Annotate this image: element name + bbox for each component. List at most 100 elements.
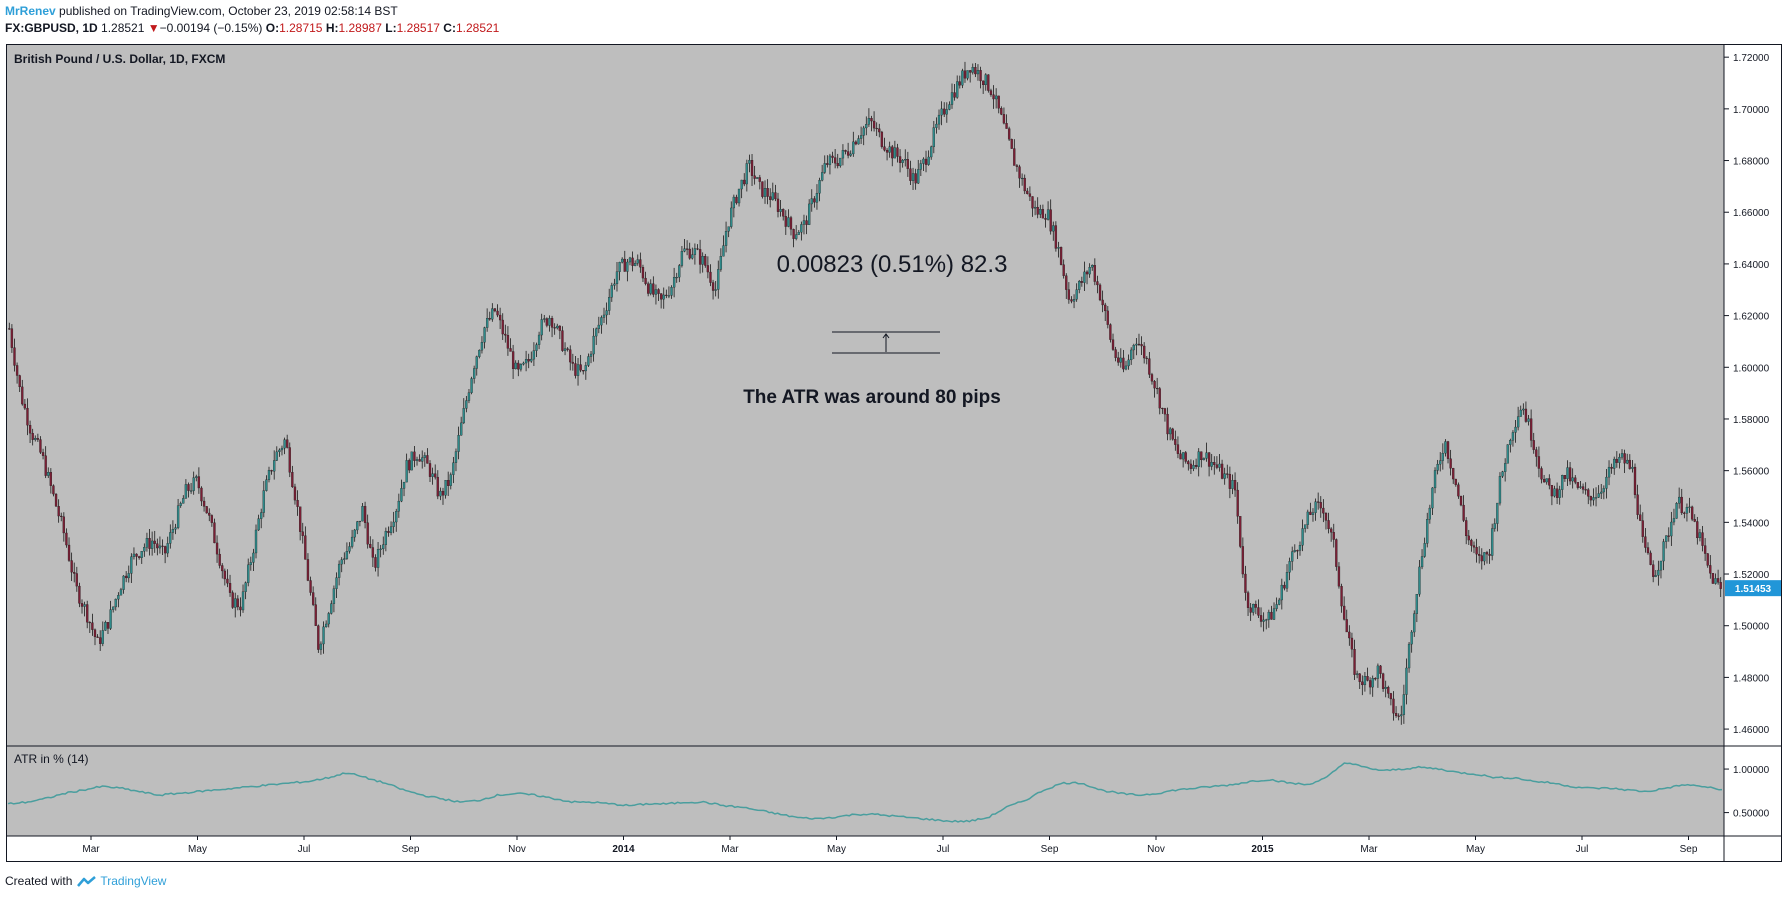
candle — [1504, 458, 1507, 482]
candle — [613, 278, 616, 290]
candle — [1675, 502, 1678, 519]
candle — [130, 553, 133, 584]
price-tick-label: 1.54000 — [1733, 518, 1770, 529]
candle — [1576, 482, 1580, 490]
candle — [127, 565, 130, 583]
candle — [491, 303, 494, 322]
candle — [893, 140, 897, 159]
candle — [426, 448, 429, 464]
candle — [73, 562, 76, 583]
measure-tool[interactable] — [832, 331, 940, 354]
candle — [680, 245, 684, 268]
candle — [1148, 351, 1151, 379]
candle — [766, 179, 769, 205]
candle — [1584, 482, 1587, 495]
candle — [649, 279, 652, 296]
candle — [156, 538, 159, 556]
candle — [841, 144, 845, 166]
candle — [1122, 349, 1125, 373]
candle — [1649, 550, 1652, 566]
candle — [898, 149, 902, 173]
candle — [1602, 485, 1605, 500]
candle — [1555, 482, 1559, 505]
candle — [1262, 612, 1265, 632]
price-tick-label: 1.66000 — [1733, 208, 1770, 219]
candle — [397, 493, 400, 518]
candle — [1013, 139, 1016, 166]
candle — [306, 553, 310, 582]
atr-axis[interactable]: 1.00000 0.50000 — [1724, 765, 1770, 820]
candle — [117, 592, 120, 608]
candle — [1161, 407, 1164, 414]
candle — [239, 597, 242, 617]
candle — [1348, 625, 1351, 646]
candle — [1252, 603, 1255, 616]
candle — [1267, 609, 1270, 628]
candle — [1703, 538, 1707, 561]
candle — [1594, 487, 1598, 507]
candle — [200, 486, 203, 507]
candle — [553, 323, 556, 335]
price-axis[interactable]: 1.72000 1.70000 1.68000 1.66000 1.64000 1.620… — [1724, 53, 1770, 736]
candle — [595, 327, 598, 345]
chart-container[interactable]: British Pound / U.S. Dollar, 1D, FXCM AT… — [6, 44, 1782, 862]
candle — [1361, 675, 1364, 696]
candle — [745, 159, 748, 192]
candle — [93, 628, 97, 646]
candle — [969, 70, 972, 83]
candle — [1246, 590, 1250, 616]
price-tick-label: 1.72000 — [1733, 53, 1770, 64]
candle — [584, 361, 587, 380]
tradingview-logo-icon — [77, 875, 97, 887]
candle — [1706, 553, 1709, 568]
candle — [57, 499, 60, 523]
candle — [1542, 474, 1546, 483]
candle — [1690, 505, 1694, 522]
candle — [1483, 552, 1486, 566]
candle — [1044, 213, 1047, 228]
candle — [1332, 523, 1335, 548]
candle — [1415, 594, 1419, 623]
candle — [1124, 360, 1128, 371]
candle — [849, 150, 852, 157]
candle — [431, 467, 434, 485]
candle — [909, 160, 912, 186]
candle — [522, 361, 525, 366]
candle — [257, 514, 260, 531]
candle — [608, 288, 611, 315]
candle — [1330, 527, 1333, 542]
candle — [1358, 673, 1361, 690]
candle — [1036, 197, 1039, 219]
candle — [1439, 452, 1442, 472]
candle — [685, 240, 689, 256]
close-label: C: — [443, 21, 456, 35]
candle — [75, 566, 78, 592]
candle — [862, 125, 865, 146]
candle — [1641, 512, 1644, 543]
time-axis[interactable]: Mar May Jul Sep Nov 2014 Mar May Jul Sep Nov 2015 Ma… — [82, 836, 1698, 855]
candle — [137, 555, 141, 560]
candle — [1104, 302, 1107, 321]
candle — [823, 155, 826, 174]
author-link[interactable]: MrRenev — [5, 4, 56, 18]
candle — [597, 316, 600, 334]
candle — [748, 154, 751, 173]
publish-text: published on TradingView.com, October 23… — [59, 4, 398, 18]
candle — [1407, 642, 1411, 673]
candle — [1233, 472, 1237, 497]
atr-line — [7, 762, 1723, 823]
candle — [1192, 460, 1195, 472]
candle — [922, 157, 925, 171]
atr-pane-title: ATR in % (14) — [14, 752, 88, 766]
candle — [428, 460, 432, 482]
candle — [150, 531, 154, 556]
candle — [122, 575, 125, 594]
candle — [1278, 597, 1281, 606]
candle — [545, 317, 549, 328]
candle — [919, 159, 922, 177]
candle — [283, 437, 286, 455]
chart-svg[interactable]: British Pound / U.S. Dollar, 1D, FXCM AT… — [6, 44, 1782, 862]
tradingview-brand-link[interactable]: TradingView — [100, 874, 167, 888]
candle — [1465, 517, 1468, 545]
candle — [41, 448, 45, 460]
